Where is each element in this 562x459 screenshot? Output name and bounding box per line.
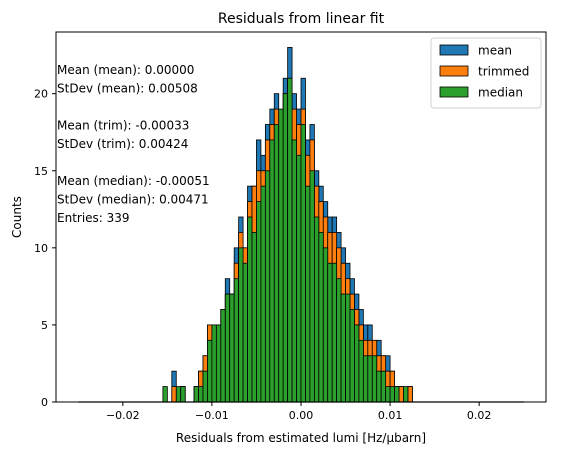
bar-median	[313, 216, 320, 403]
legend-label-mean: mean	[478, 44, 512, 58]
x-tick-label: 0.01	[378, 409, 403, 422]
x-axis-label: Residuals from estimated lumi [Hz/μbarn]	[176, 431, 426, 445]
bar-trimmed	[398, 386, 404, 403]
stats-line: Mean (trim): -0.00033	[57, 119, 189, 133]
y-axis-ticks: 0 5 10 15 20	[34, 88, 56, 409]
bar-median	[287, 77, 293, 403]
bar-median	[238, 247, 244, 403]
bar-trimmed	[171, 386, 177, 403]
legend-swatch-mean	[439, 44, 469, 56]
bar-median	[215, 324, 222, 403]
y-tick-label: 20	[34, 88, 48, 101]
bar-median	[229, 293, 235, 403]
bar-median	[394, 386, 400, 403]
stats-line: StDev (median): 0.00471	[57, 193, 209, 207]
x-axis-ticks: −0.02 −0.01 0.00 0.01 0.02	[106, 402, 491, 422]
bar-median	[211, 324, 217, 403]
x-tick-label: −0.02	[106, 409, 140, 422]
bar-median	[300, 124, 306, 403]
bar-median	[193, 386, 199, 403]
bar-median	[327, 262, 333, 403]
bar-median	[273, 124, 280, 403]
bar-median	[269, 139, 275, 403]
bar-median	[202, 370, 208, 403]
bar-median	[345, 293, 351, 403]
bar-median	[291, 139, 297, 403]
x-tick-label: −0.01	[195, 409, 229, 422]
bar-median	[322, 247, 329, 403]
legend-label-median: median	[478, 86, 523, 100]
bar-median	[296, 154, 302, 403]
y-tick-label: 10	[34, 242, 48, 255]
bar-median	[305, 185, 311, 403]
bar-median	[340, 293, 346, 403]
stats-line: Entries: 339	[57, 211, 130, 225]
bar-median	[242, 262, 248, 403]
bar-median	[247, 216, 253, 403]
bar-median	[385, 386, 391, 403]
chart-title: Residuals from linear fit	[218, 11, 385, 27]
stats-line: StDev (mean): 0.00508	[57, 82, 198, 96]
bar-median	[251, 232, 257, 403]
bar-median	[354, 324, 360, 403]
bar-trimmed	[407, 386, 413, 403]
bar-median	[367, 355, 373, 403]
y-axis-label: Counts	[10, 196, 24, 238]
bar-median	[371, 355, 378, 403]
bar-median	[336, 278, 342, 403]
stats-line: Mean (median): -0.00051	[57, 174, 210, 188]
bar-median	[318, 232, 324, 403]
bar-median	[198, 386, 204, 403]
bar-median	[264, 170, 271, 403]
stats-line: Mean (mean): 0.00000	[57, 63, 194, 77]
y-tick-label: 15	[34, 165, 48, 178]
legend: mean trimmed median	[430, 37, 542, 109]
bar-median	[175, 386, 182, 403]
bar-median	[260, 185, 266, 403]
x-tick-label: 0.02	[467, 409, 492, 422]
stats-line: StDev (trim): 0.00424	[57, 137, 188, 151]
bar-median	[403, 386, 409, 403]
bar-median	[331, 262, 338, 403]
bar-median	[256, 201, 262, 403]
y-tick-label: 0	[41, 396, 48, 409]
y-tick-label: 5	[41, 319, 48, 332]
legend-swatch-median	[439, 86, 469, 98]
bar-median	[278, 108, 284, 403]
bar-median	[389, 386, 395, 403]
legend-swatch-trimmed	[439, 65, 469, 77]
bar-median	[162, 386, 168, 403]
bar-median	[233, 278, 240, 403]
legend-label-trimmed: trimmed	[478, 65, 529, 79]
bar-median	[282, 93, 289, 403]
bar-median	[362, 355, 369, 403]
bar-median	[207, 339, 213, 403]
bar-median	[376, 370, 382, 403]
stats-annotation: Mean (mean): 0.00000 StDev (mean): 0.0050…	[57, 63, 210, 225]
bar-median	[349, 309, 355, 403]
bar-median	[220, 309, 226, 403]
bar-median	[380, 370, 387, 403]
bar-median	[358, 339, 364, 403]
bar-median	[180, 386, 186, 403]
x-tick-label: 0.00	[289, 409, 314, 422]
bar-median	[224, 293, 231, 403]
bar-median	[309, 170, 315, 403]
